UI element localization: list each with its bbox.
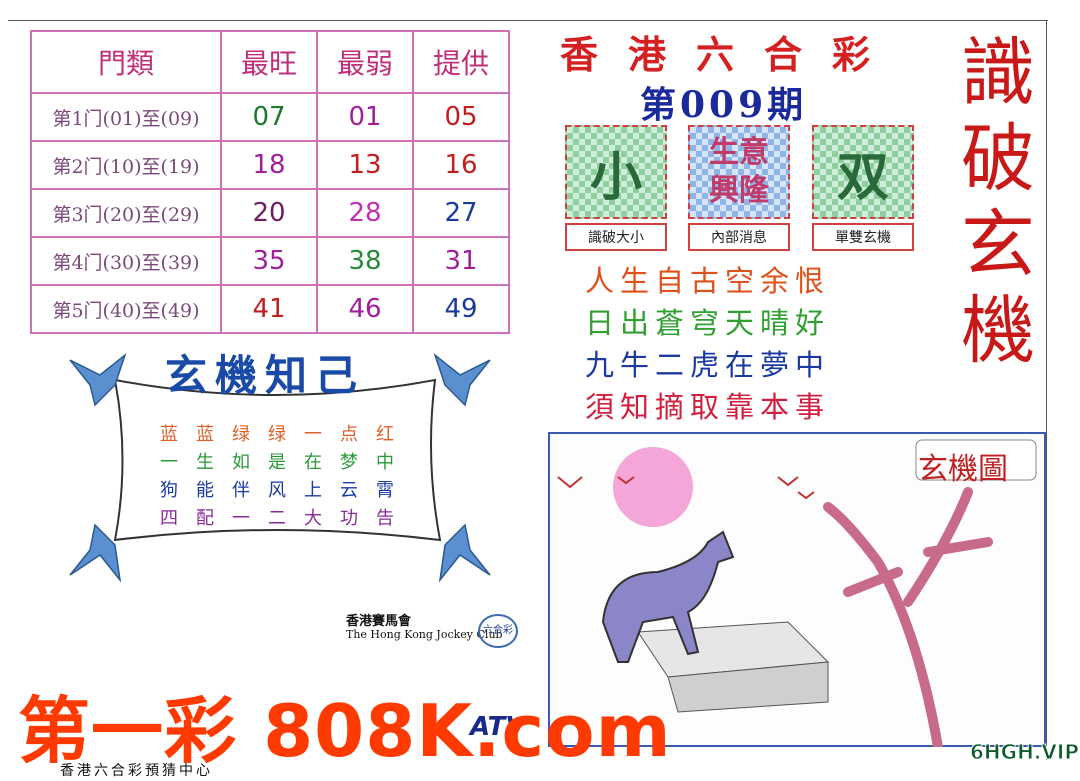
number-cell: 46 [316,284,414,334]
picture-title: 玄機圖 [918,452,1008,487]
riddle-line: 一生如是在梦中 [160,452,412,473]
badge-icon: 小 [565,125,667,219]
row-label: 第5门(40)至(49) [30,284,222,334]
picture [548,432,1046,747]
title: 香港六合彩 [560,32,901,77]
number-cell: 07 [220,92,318,142]
number-table: 門類 最旺 最弱 提供 第1门(01)至(09) 07 01 05 第2门(10)至(19) 18… [30,30,510,334]
badge: 双單雙玄機 [812,125,914,251]
tv-logo: ATV [470,712,526,742]
side-title: 識破玄機 [961,30,1035,374]
number-cell: 31 [412,236,510,286]
row-label: 第4门(30)至(39) [30,236,222,286]
row-label: 第1门(01)至(09) [30,92,222,142]
sponsor-name: 香港賽馬會 [346,614,412,629]
row-label: 第2门(10)至(19) [30,140,222,190]
table-row: 第1门(01)至(09) 07 01 05 [30,92,510,142]
riddle-frame [69,352,491,583]
table-row: 第3门(20)至(29) 20 28 27 [30,188,510,238]
riddle-title: 玄機知己 [165,351,366,400]
number-cell: 01 [316,92,414,142]
column-header: 最弱 [316,30,414,94]
corner-watermark: 6HGH.VIP [970,740,1080,765]
column-header: 最旺 [220,30,318,94]
number-cell: 13 [316,140,414,190]
riddle-line: 狗能伴风上云霄 [160,480,412,501]
header-row: 門類 最旺 最弱 提供 [30,30,510,94]
badge-icon: 双 [812,125,914,219]
row-label: 第3门(20)至(29) [30,188,222,238]
number-cell: 05 [412,92,510,142]
poem-line: 人生自古空余恨 [585,264,831,298]
poem-line: 須知摘取靠本事 [585,390,831,424]
column-header: 門類 [30,30,222,94]
table-row: 第2门(10)至(19) 18 13 16 [30,140,510,190]
riddle-line: 四配一二大功告 [160,508,412,529]
table-row: 第5门(40)至(49) 41 46 49 [30,284,510,334]
badge: 生意興隆 內部消息 [688,125,790,251]
frame-line [1046,20,1047,760]
number-cell: 41 [220,284,318,334]
badge-label: 內部消息 [688,223,790,251]
poem-line: 日出蒼穹天晴好 [585,306,831,340]
number-cell: 49 [412,284,510,334]
badge-icon: 生意興隆 [688,125,790,219]
number-cell: 27 [412,188,510,238]
badge-label: 單雙玄機 [812,223,914,251]
sponsor-name-en: The Hong Kong Jockey Club [346,628,503,641]
lottery-logo: 六合彩 [478,614,518,648]
number-cell: 20 [220,188,318,238]
riddle-line: 蓝蓝绿绿一点红 [160,424,412,445]
number-cell: 16 [412,140,510,190]
footer: 香港六合彩預猜中心 [60,763,213,779]
number-cell: 38 [316,236,414,286]
poem-line: 九牛二虎在夢中 [585,348,831,382]
table-row: 第4门(30)至(39) 35 38 31 [30,236,510,286]
number-cell: 28 [316,188,414,238]
watermark: 第一彩 808K.com [18,689,672,773]
number-cell: 18 [220,140,318,190]
frame-line [8,20,1048,21]
badge: 小識破大小 [565,125,667,251]
badge-label: 識破大小 [565,223,667,251]
column-header: 提供 [412,30,510,94]
number-cell: 35 [220,236,318,286]
issue: 第009期 [640,84,808,126]
